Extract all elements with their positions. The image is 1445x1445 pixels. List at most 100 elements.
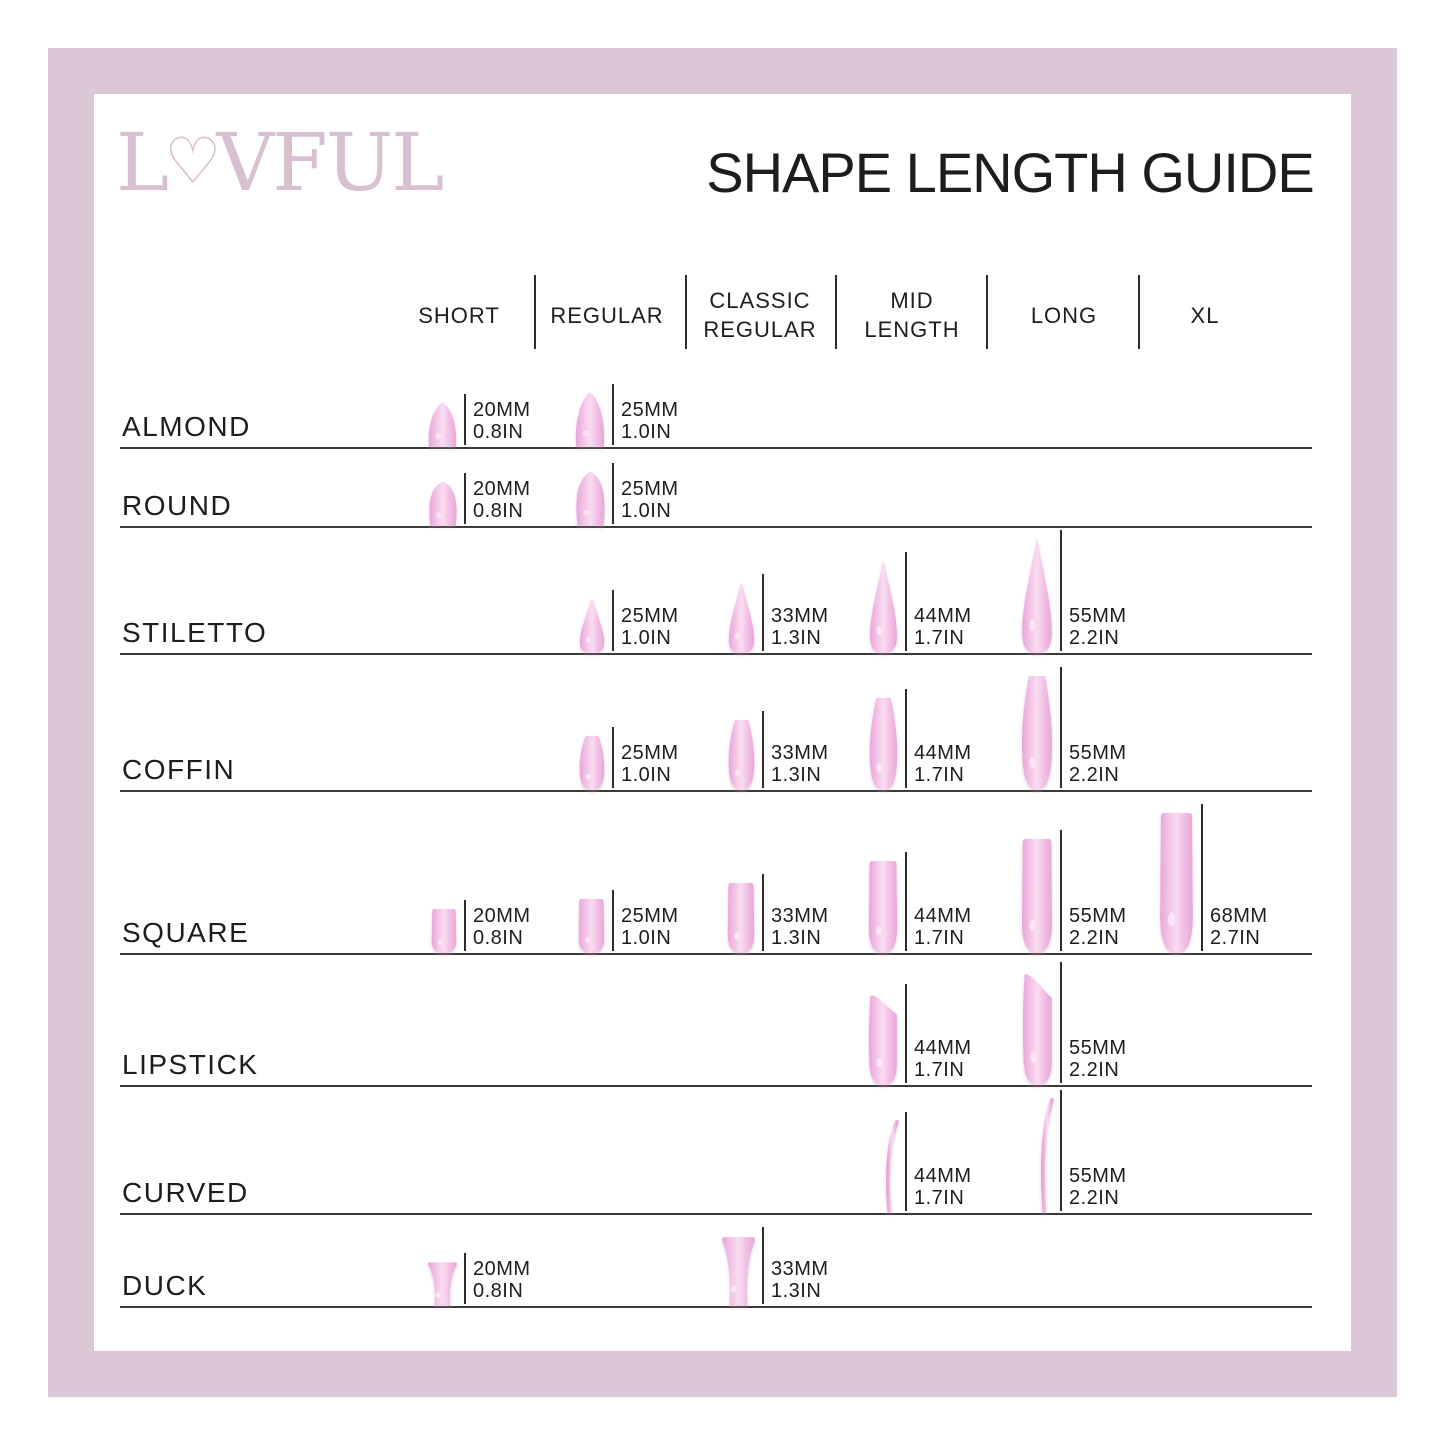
row-divider-curved: [120, 1213, 1312, 1215]
measurement-coffin-mid-length: 44MM 1.7IN: [914, 742, 972, 786]
measurement-line-lipstick-mid-length: [905, 984, 907, 1083]
measurement-mm: 55MM: [1069, 605, 1127, 627]
measurement-in: 1.7IN: [914, 763, 965, 786]
column-header-line: MID: [890, 288, 934, 313]
row-label-lipstick: LIPSTICK: [122, 1049, 259, 1080]
measurement-round-short: 20MM 0.8IN: [473, 478, 531, 522]
row-label-round: ROUND: [122, 490, 233, 521]
measurement-in: 1.3IN: [771, 626, 822, 649]
column-divider: [685, 275, 687, 349]
measurement-mm: 44MM: [914, 905, 972, 927]
measurement-in: 1.3IN: [771, 926, 822, 949]
nail-duck-classic-regular: [721, 1235, 756, 1306]
curved-nail-image: [885, 1120, 899, 1213]
measurement-curved-mid-length: 44MM 1.7IN: [914, 1165, 972, 1209]
measurement-line-round-regular: [612, 463, 614, 524]
measurement-line-lipstick-long: [1060, 962, 1062, 1083]
decorative-frame: [48, 48, 1397, 1397]
measurement-duck-classic-regular: 33MM 1.3IN: [771, 1258, 829, 1302]
row-divider-stiletto: [120, 653, 1312, 655]
measurement-line-duck-short: [464, 1253, 466, 1304]
heart-icon: ♡: [164, 125, 221, 199]
measurement-lipstick-long: 55MM 2.2IN: [1069, 1037, 1127, 1081]
measurement-mm: 68MM: [1210, 905, 1268, 927]
measurement-in: 2.2IN: [1069, 926, 1120, 949]
measurement-mm: 55MM: [1069, 742, 1127, 764]
curved-nail-image: [1040, 1098, 1054, 1213]
page-title: SHAPE LENGTH GUIDE: [706, 141, 1314, 204]
measurement-in: 0.8IN: [473, 420, 524, 443]
column-header-line: XL: [1190, 302, 1220, 328]
column-header-line: CLASSIC: [709, 288, 811, 313]
stiletto-nail-image: [579, 598, 605, 653]
column-header-classic-regular: CLASSIC REGULAR: [685, 280, 835, 350]
measurement-line-square-classic-regular: [762, 874, 764, 951]
nail-square-xl: [1158, 812, 1195, 953]
row-divider-square: [120, 953, 1312, 955]
measurement-stiletto-long: 55MM 2.2IN: [1069, 605, 1127, 649]
row-label-stiletto: STILETTO: [122, 617, 268, 648]
measurement-square-mid-length: 44MM 1.7IN: [914, 905, 972, 949]
measurement-mm: 20MM: [473, 905, 531, 927]
column-divider: [835, 275, 837, 349]
measurement-in: 1.0IN: [621, 420, 672, 443]
column-header-line: REGULAR: [550, 302, 664, 328]
nail-square-regular: [577, 898, 606, 953]
measurement-mm: 44MM: [914, 1037, 972, 1059]
nail-lipstick-mid-length: [868, 992, 899, 1085]
measurement-in: 0.8IN: [473, 1279, 524, 1302]
measurement-square-regular: 25MM 1.0IN: [621, 905, 679, 949]
measurement-line-stiletto-long: [1060, 530, 1062, 651]
measurement-in: 1.0IN: [621, 626, 672, 649]
measurement-line-coffin-classic-regular: [762, 711, 764, 788]
measurement-in: 1.0IN: [621, 926, 672, 949]
duck-nail-image: [722, 1237, 755, 1306]
measurement-line-square-regular: [612, 890, 614, 951]
measurement-in: 2.2IN: [1069, 1058, 1120, 1081]
measurement-mm: 25MM: [621, 605, 679, 627]
measurement-in: 2.2IN: [1069, 1186, 1120, 1209]
measurement-mm: 25MM: [621, 399, 679, 421]
measurement-line-curved-long: [1060, 1090, 1062, 1211]
row-divider-duck: [120, 1306, 1312, 1308]
measurement-mm: 33MM: [771, 905, 829, 927]
nail-lipstick-long: [1022, 970, 1054, 1085]
square-nail-image: [868, 861, 898, 953]
measurement-line-square-long: [1060, 830, 1062, 951]
measurement-in: 1.3IN: [771, 1279, 822, 1302]
square-nail-image: [578, 899, 605, 953]
coffin-nail-image: [728, 720, 755, 790]
measurement-coffin-long: 55MM 2.2IN: [1069, 742, 1127, 786]
measurement-line-stiletto-mid-length: [905, 552, 907, 651]
measurement-square-xl: 68MM 2.7IN: [1210, 905, 1268, 949]
measurement-mm: 25MM: [621, 905, 679, 927]
measurement-line-duck-classic-regular: [762, 1227, 764, 1304]
measurement-line-almond-short: [464, 394, 466, 445]
row-label-curved: CURVED: [122, 1177, 249, 1208]
square-nail-image: [1160, 813, 1193, 953]
measurement-mm: 55MM: [1069, 1037, 1127, 1059]
nail-coffin-mid-length: [868, 697, 899, 790]
measurement-square-long: 55MM 2.2IN: [1069, 905, 1127, 949]
almond-nail-image: [575, 392, 605, 447]
lipstick-nail-image: [868, 995, 897, 1085]
measurement-mm: 20MM: [473, 1258, 531, 1280]
measurement-line-coffin-regular: [612, 727, 614, 788]
coffin-nail-image: [1022, 676, 1052, 790]
duck-nail-image: [427, 1262, 458, 1306]
nail-square-short: [430, 908, 458, 953]
measurement-almond-short: 20MM 0.8IN: [473, 399, 531, 443]
measurement-in: 1.7IN: [914, 1058, 965, 1081]
nail-coffin-long: [1020, 675, 1054, 790]
measurement-line-stiletto-classic-regular: [762, 574, 764, 651]
round-nail-image: [429, 481, 457, 526]
row-divider-almond: [120, 447, 1312, 449]
measurement-line-coffin-long: [1060, 667, 1062, 788]
measurement-in: 1.7IN: [914, 926, 965, 949]
measurement-stiletto-classic-regular: 33MM 1.3IN: [771, 605, 829, 649]
stiletto-nail-image: [1022, 538, 1052, 653]
measurement-stiletto-regular: 25MM 1.0IN: [621, 605, 679, 649]
nail-coffin-classic-regular: [727, 719, 756, 790]
measurement-lipstick-mid-length: 44MM 1.7IN: [914, 1037, 972, 1081]
nail-curved-mid-length: [885, 1120, 899, 1213]
